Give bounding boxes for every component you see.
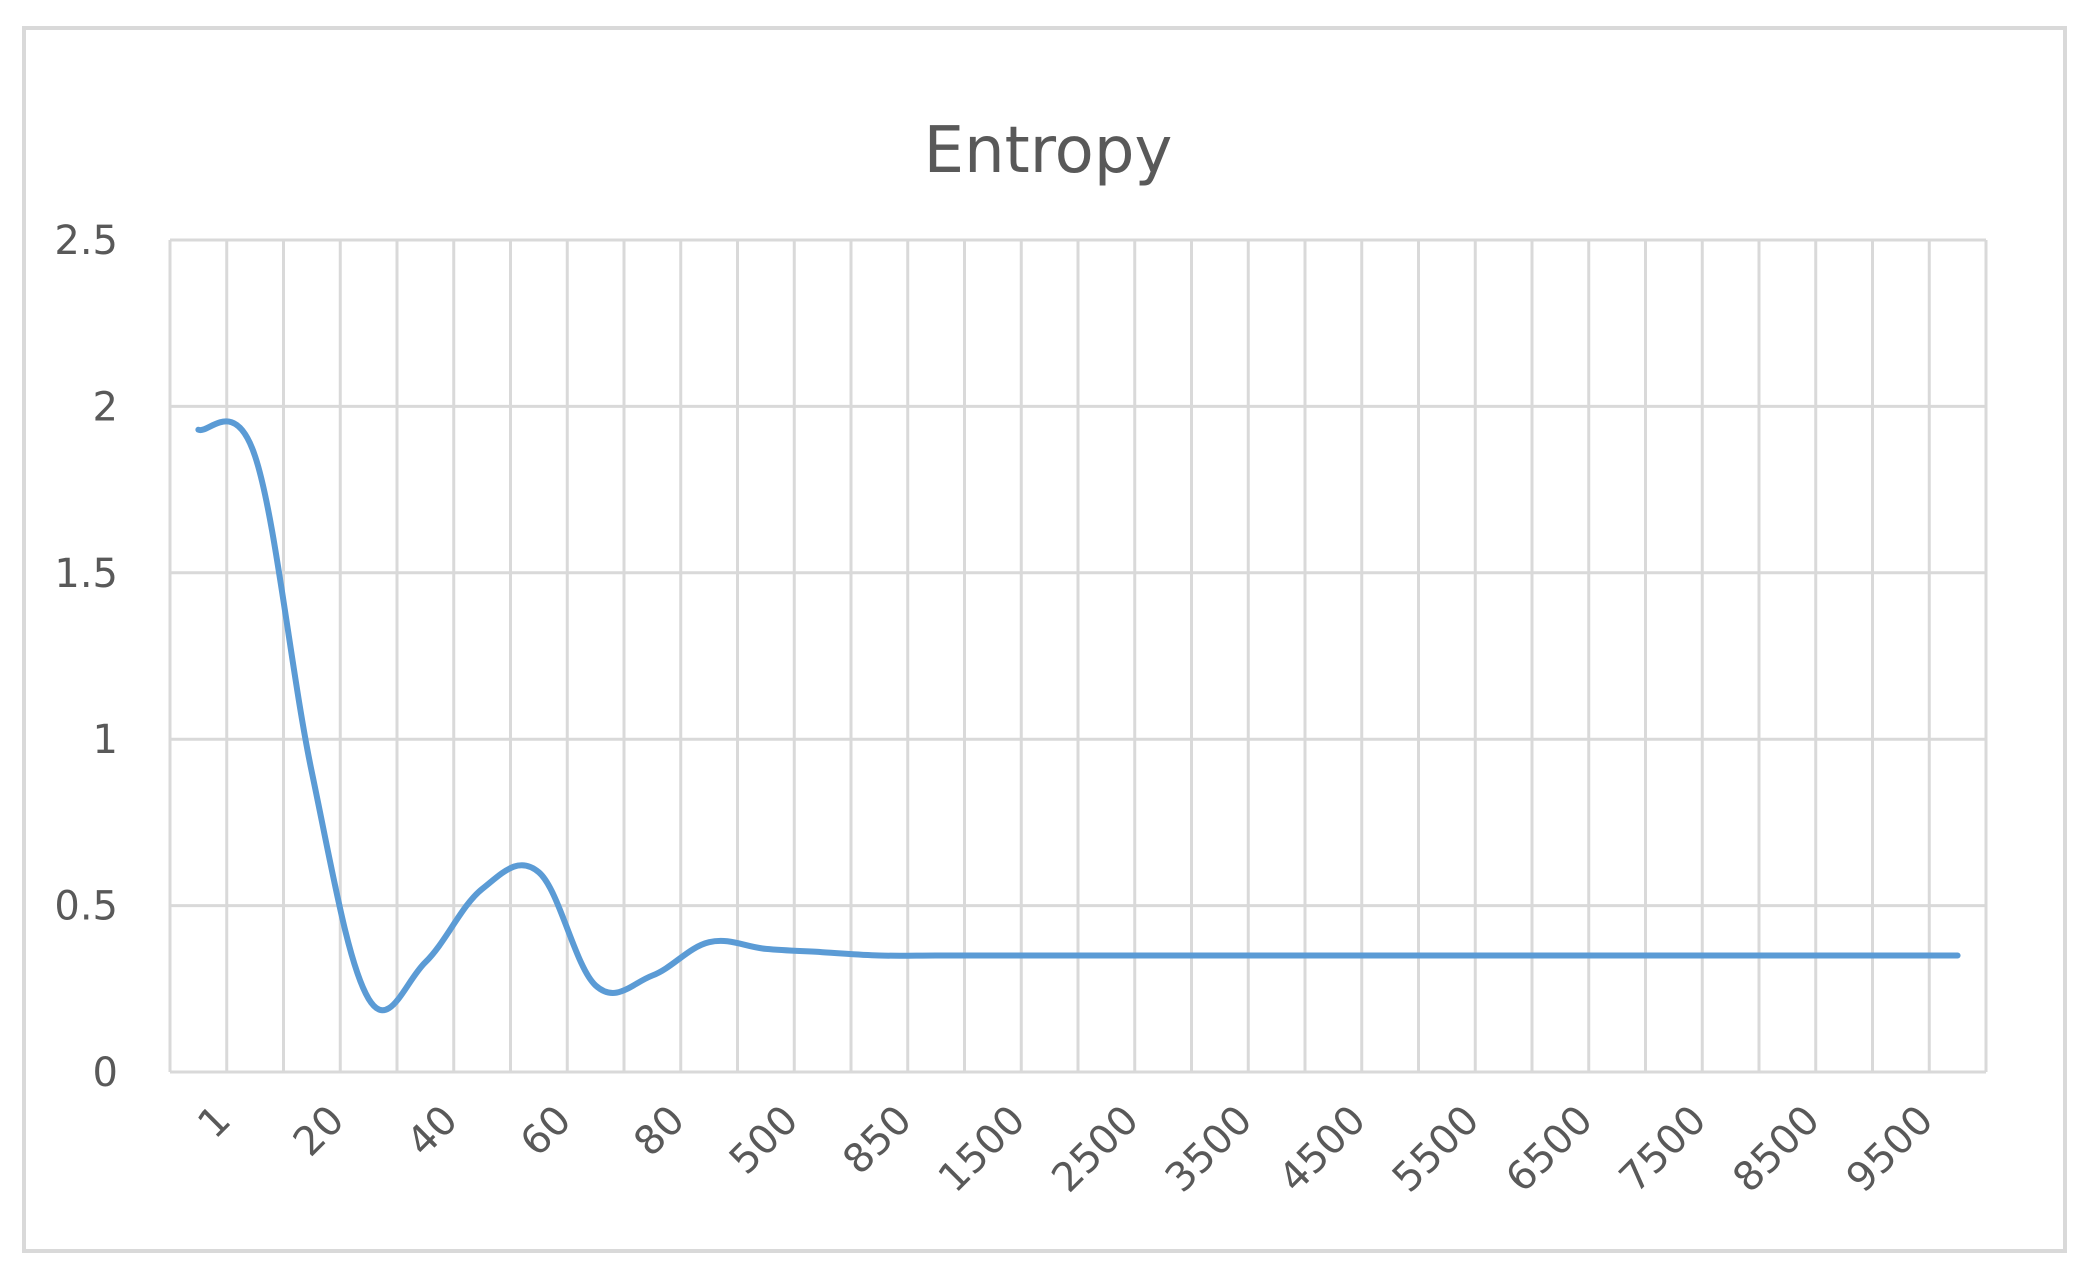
y-tick-label: 1: [93, 717, 118, 763]
x-tick-label: 5500: [1384, 1097, 1489, 1202]
axes: [168, 240, 1986, 1074]
x-tick-label: 850: [834, 1097, 921, 1184]
x-tick-label: 1500: [930, 1097, 1035, 1202]
x-tick-label: 3500: [1157, 1097, 1262, 1202]
x-axis-tick-labels: 1 20 40 60 80 500 850 1500 2500 3500 4500 5500 6500 7…: [189, 1097, 1942, 1202]
y-tick-label: 0.5: [54, 884, 118, 930]
x-tick-label: 7500: [1611, 1097, 1716, 1202]
chart-frame: Entropy 0 0.5 1 1.5 2 2.5 1 20 40 60 80 500 850 1500…: [22, 26, 2067, 1253]
x-tick-label: 1: [189, 1097, 240, 1148]
y-tick-label: 1.5: [54, 551, 118, 597]
x-tick-label: 8500: [1724, 1097, 1829, 1202]
series-line-entropy: [195, 418, 1961, 1014]
chart-title: Entropy: [924, 114, 1173, 188]
y-tick-label: 0: [93, 1050, 118, 1096]
y-tick-label: 2.5: [54, 218, 118, 264]
x-tick-label: 9500: [1838, 1097, 1943, 1202]
x-tick-label: 6500: [1497, 1097, 1602, 1202]
grid-lines: [168, 238, 1988, 1072]
x-tick-label: 500: [721, 1097, 808, 1184]
x-tick-label: 40: [398, 1097, 467, 1166]
x-tick-label: 80: [625, 1097, 694, 1166]
x-tick-label: 2500: [1043, 1097, 1148, 1202]
x-tick-label: 60: [512, 1097, 581, 1166]
x-tick-label: 20: [285, 1097, 354, 1166]
line-chart: Entropy 0 0.5 1 1.5 2 2.5 1 20 40 60 80 500 850 1500…: [54, 114, 1988, 1202]
y-axis-tick-labels: 0 0.5 1 1.5 2 2.5: [54, 218, 118, 1096]
x-tick-label: 4500: [1270, 1097, 1375, 1202]
series-group: [195, 418, 1961, 1014]
y-tick-label: 2: [93, 384, 118, 430]
